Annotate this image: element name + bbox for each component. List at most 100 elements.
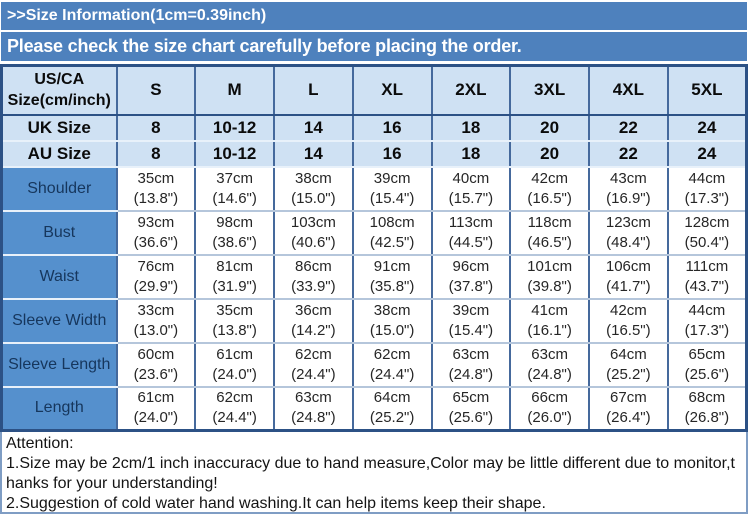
attention-note-line: 2.Suggestion of cold water hand washing.… [6, 495, 546, 512]
measurement-value-cell: 63cm (24.8") [509, 342, 590, 388]
region-size-cell: 22 [588, 114, 669, 142]
size-header-row: US/CA Size(cm/inch) S M L XL 2XL 3XL 4XL 5XL [0, 65, 748, 116]
measurement-inch-value: (24.8") [448, 365, 494, 383]
region-size-cell: 24 [666, 140, 748, 168]
measurement-value-cell: 113cm (44.5") [430, 210, 512, 256]
measurement-cm-value: 101cm [527, 257, 573, 275]
measurement-value-cell: 35cm (13.8") [194, 298, 275, 344]
measurement-cm-value: 44cm [688, 301, 726, 319]
measurement-inch-value: (17.3") [684, 321, 730, 339]
measurement-value-cell: 98cm (38.6") [194, 210, 275, 256]
measurement-cm-value: 91cm [373, 257, 411, 275]
measurement-cm-value: 62cm [295, 345, 332, 363]
measurement-cm-value: 106cm [605, 257, 651, 275]
measurement-row-label: Shoulder [0, 166, 118, 212]
region-size-cell: 24 [666, 114, 748, 142]
measurement-cm-value: 63cm [531, 345, 568, 363]
size-chart-body: UK Size 8 10-12 14 16 18 20 22 24 AU Size 8 10-12 14… [0, 114, 748, 432]
measurement-cm-value: 128cm [684, 213, 730, 231]
measurement-inch-value: (14.2") [291, 321, 336, 339]
size-chart-notice-bar: Please check the size chart carefully be… [1, 32, 747, 61]
measurement-cm-value: 41cm [531, 301, 568, 319]
measurement-inch-value: (15.0") [369, 321, 415, 339]
measurement-cm-value: 36cm [295, 301, 332, 319]
measurement-value-cell: 62cm (24.4") [273, 342, 354, 388]
measurement-value-cell: 43cm (16.9") [588, 166, 669, 212]
measurement-cm-value: 38cm [295, 169, 332, 187]
measurement-inch-value: (16.1") [527, 321, 572, 339]
measurement-inch-value: (46.5") [527, 233, 572, 251]
measurement-inch-value: (39.8") [527, 277, 572, 295]
region-size-cell: 20 [509, 114, 590, 142]
size-column-header: XL [351, 65, 433, 116]
measurement-value-cell: 123cm (48.4") [588, 210, 669, 256]
region-size-cell: 8 [115, 114, 197, 142]
measurement-cm-value: 98cm [216, 213, 253, 231]
measurement-value-cell: 103cm (40.6") [273, 210, 354, 256]
measurement-value-cell: 64cm (25.2") [588, 342, 669, 388]
measurement-inch-value: (38.6") [212, 233, 257, 251]
measurement-value-cell: 42cm (16.5") [509, 166, 590, 212]
measurement-cm-value: 65cm [452, 389, 490, 407]
size-chart-head: US/CA Size(cm/inch) S M L XL 2XL 3XL 4XL 5XL [0, 65, 748, 116]
measurement-value-cell: 68cm (26.8") [666, 386, 748, 432]
measurement-cm-value: 62cm [373, 345, 411, 363]
measurement-inch-value: (24.8") [527, 365, 572, 383]
measurement-inch-value: (35.8") [369, 277, 415, 295]
measurement-value-cell: 37cm (14.6") [194, 166, 275, 212]
measurement-cm-value: 62cm [216, 389, 253, 407]
us-ca-size-header-cell: US/CA Size(cm/inch) [0, 65, 118, 116]
measurement-cm-value: 42cm [610, 301, 647, 319]
region-size-cell: 22 [588, 140, 669, 168]
measurement-cm-value: 65cm [688, 345, 726, 363]
measurement-inch-value: (43.7") [684, 277, 730, 295]
measurement-value-cell: 106cm (41.7") [588, 254, 669, 300]
measurement-row: Bust 93cm (36.6") 98cm (38.6") 103cm (40.6") 10… [0, 210, 748, 256]
measurement-value-cell: 40cm (15.7") [430, 166, 512, 212]
region-size-cell: 20 [509, 140, 590, 168]
measurement-cm-value: 39cm [373, 169, 411, 187]
measurement-cm-value: 35cm [216, 301, 253, 319]
region-size-cell: 16 [351, 114, 433, 142]
measurement-row: Shoulder 35cm (13.8") 37cm (14.6") 38cm (15.0"… [0, 166, 748, 212]
region-row-label: UK Size [0, 114, 118, 142]
measurement-inch-value: (24.0") [133, 409, 179, 427]
measurement-inch-value: (24.8") [291, 409, 336, 427]
measurement-cm-value: 66cm [531, 389, 568, 407]
measurement-value-cell: 63cm (24.8") [273, 386, 354, 432]
measurement-row-label: Waist [0, 254, 118, 300]
measurement-value-cell: 101cm (39.8") [509, 254, 590, 300]
measurement-cm-value: 108cm [369, 213, 415, 231]
measurement-value-cell: 44cm (17.3") [666, 298, 748, 344]
measurement-inch-value: (24.0") [212, 365, 257, 383]
measurement-cm-value: 64cm [373, 389, 411, 407]
measurement-cm-value: 61cm [137, 389, 175, 407]
measurement-value-cell: 86cm (33.9") [273, 254, 354, 300]
measurement-cm-value: 81cm [216, 257, 253, 275]
measurement-cm-value: 63cm [452, 345, 490, 363]
attention-note-line: hanks for your understanding! [6, 475, 218, 492]
measurement-inch-value: (15.4") [448, 321, 494, 339]
measurement-inch-value: (24.4") [212, 409, 257, 427]
measurement-row-label: Sleeve Width [0, 298, 118, 344]
measurement-inch-value: (36.6") [133, 233, 179, 251]
measurement-value-cell: 63cm (24.8") [430, 342, 512, 388]
attention-notes: 1.Size may be 2cm/1 inch inaccuracy due … [6, 454, 742, 514]
measurement-inch-value: (16.5") [527, 189, 572, 207]
measurement-inch-value: (25.6") [448, 409, 494, 427]
measurement-row: Sleeve Width 33cm (13.0") 35cm (13.8") 36cm (1… [0, 298, 748, 344]
measurement-inch-value: (42.5") [369, 233, 415, 251]
measurement-inch-value: (26.4") [606, 409, 651, 427]
measurement-row-label: Bust [0, 210, 118, 256]
measurement-row: Length 61cm (24.0") 62cm (24.4") 63cm (24.8") 6… [0, 386, 748, 432]
measurement-inch-value: (13.8") [133, 189, 179, 207]
region-size-cell: 14 [273, 140, 354, 168]
measurement-inch-value: (15.0") [291, 189, 336, 207]
region-size-cell: 16 [351, 140, 433, 168]
measurement-value-cell: 38cm (15.0") [273, 166, 354, 212]
region-size-cell: 8 [115, 140, 197, 168]
region-size-cell: 10-12 [194, 114, 275, 142]
measurement-value-cell: 62cm (24.4") [194, 386, 275, 432]
measurement-value-cell: 118cm (46.5") [509, 210, 590, 256]
